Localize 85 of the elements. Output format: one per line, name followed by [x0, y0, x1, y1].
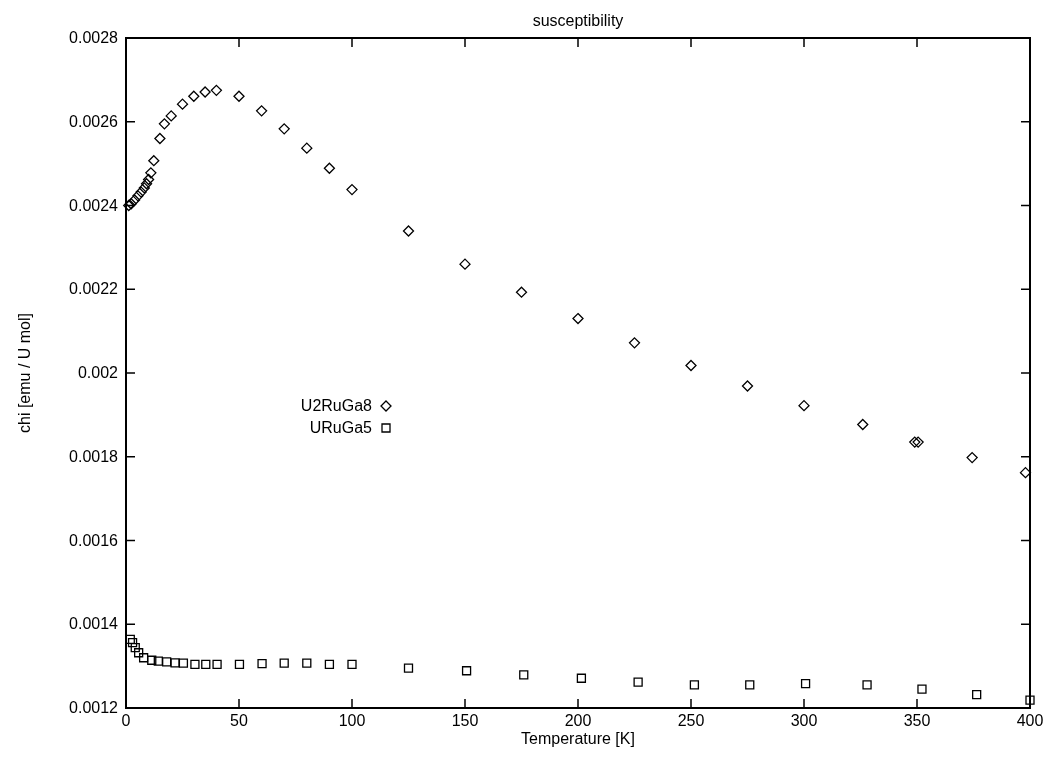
- point: [165, 110, 177, 122]
- point: [741, 380, 754, 392]
- point: [162, 657, 172, 667]
- point: [138, 653, 149, 663]
- point: [862, 680, 872, 690]
- legend-label: U2RuGa8: [300, 397, 373, 414]
- point: [323, 162, 336, 174]
- point: [199, 86, 211, 98]
- point: [212, 659, 222, 670]
- point: [158, 118, 171, 130]
- point: [132, 190, 144, 202]
- point: [519, 670, 529, 680]
- point: [576, 673, 587, 683]
- x-tick-label: 0: [121, 712, 131, 729]
- point: [176, 98, 189, 110]
- point: [628, 337, 641, 349]
- y-tick-label: 0.0026: [69, 112, 119, 130]
- point: [138, 182, 150, 194]
- y-tick-label: 0.0016: [69, 531, 119, 549]
- x-axis-title: Temperature [K]: [521, 730, 635, 747]
- y-tick-label: 0.002: [77, 364, 119, 381]
- point: [154, 132, 166, 145]
- point: [633, 677, 643, 687]
- point: [127, 638, 138, 648]
- point: [515, 286, 528, 298]
- x-tick-label: 100: [338, 712, 366, 729]
- y-axis-title: chi [emu / U mol]: [16, 312, 33, 434]
- point: [857, 418, 869, 431]
- point: [128, 194, 141, 206]
- y-tick-label: 0.0012: [69, 699, 119, 716]
- point: [234, 659, 245, 670]
- point: [346, 183, 358, 196]
- point: [255, 105, 268, 117]
- point: [1019, 467, 1032, 479]
- point: [140, 178, 153, 190]
- point: [917, 684, 927, 694]
- y-tick-label: 0.0014: [69, 615, 119, 633]
- point: [572, 312, 584, 325]
- point: [134, 648, 144, 658]
- x-tick-label: 250: [677, 712, 705, 729]
- x-tick-label: 300: [790, 712, 818, 729]
- point: [745, 680, 755, 690]
- x-tick-label: 400: [1016, 712, 1044, 729]
- point: [685, 359, 697, 372]
- point: [1025, 695, 1035, 705]
- point: [301, 142, 313, 154]
- point: [278, 123, 290, 135]
- y-tick-label: 0.0018: [69, 447, 119, 465]
- point: [257, 658, 267, 669]
- point: [461, 666, 472, 676]
- point: [142, 173, 155, 186]
- point: [201, 659, 211, 670]
- point: [324, 659, 335, 670]
- point: [178, 658, 189, 668]
- x-tick-label: 350: [903, 712, 931, 729]
- point: [130, 643, 140, 653]
- point: [145, 167, 157, 179]
- point: [689, 680, 700, 690]
- x-tick-label: 150: [451, 712, 479, 729]
- point: [170, 658, 180, 668]
- point: [459, 258, 471, 270]
- point: [302, 658, 312, 668]
- point: [148, 155, 160, 167]
- point: [153, 656, 163, 666]
- point: [972, 689, 982, 700]
- x-tick-label: 200: [564, 712, 592, 729]
- point: [403, 663, 414, 673]
- point: [402, 225, 415, 237]
- point: [347, 659, 357, 670]
- point: [800, 679, 811, 689]
- point: [233, 90, 245, 102]
- point: [798, 400, 810, 412]
- y-tick-label: 0.0028: [69, 29, 119, 46]
- legend-label: URuGa5: [309, 419, 373, 436]
- point: [135, 186, 147, 198]
- point: [188, 90, 200, 102]
- point: [279, 658, 289, 668]
- y-tick-label: 0.0022: [69, 280, 119, 298]
- point: [190, 659, 200, 670]
- x-tick-label: 50: [230, 712, 248, 729]
- point: [147, 655, 157, 665]
- point: [210, 84, 223, 96]
- chart-title: susceptibility: [532, 12, 624, 29]
- point: [966, 451, 978, 464]
- y-tick-label: 0.0024: [69, 196, 119, 214]
